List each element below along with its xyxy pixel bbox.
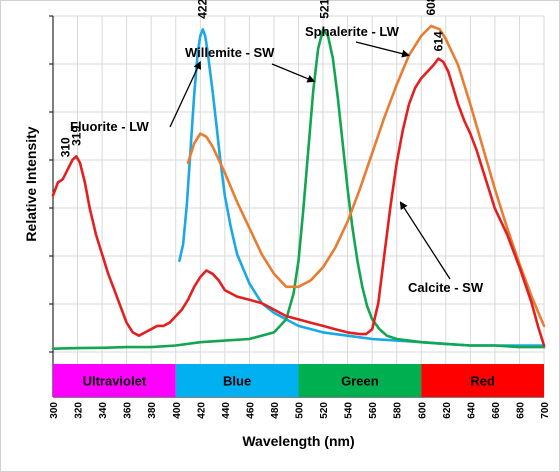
series-line-calcite — [51, 57, 546, 347]
x-tick-label: 460 — [245, 402, 256, 419]
x-tick-label: 580 — [393, 402, 404, 419]
series-line-sphalerite — [186, 24, 546, 328]
annotation-arrows — [169, 41, 451, 280]
arrow-willemite — [271, 63, 316, 83]
arrow-fluorite — [169, 60, 201, 128]
peak-label-608: 608 — [424, 0, 438, 15]
peak-label-614: 614 — [431, 31, 445, 51]
x-tick-label: 640 — [466, 402, 477, 419]
x-tick-label: 600 — [417, 402, 428, 419]
series-line-willemite — [51, 28, 546, 350]
annotation-sphalerite: Sphalerite - LW — [305, 24, 400, 39]
x-tick-labels: 300 320 340 360 380 400 420 440 460 480 500 520 540 5… — [49, 402, 551, 419]
x-tick-label: 340 — [98, 402, 109, 419]
x-axis-title: Wavelength (nm) — [242, 433, 354, 449]
x-tick-label: 560 — [368, 402, 379, 419]
band-red — [421, 364, 544, 397]
x-tick-label: 420 — [196, 402, 207, 419]
x-tick-label: 540 — [344, 402, 355, 419]
band-blue — [175, 364, 299, 397]
arrow-sphalerite — [355, 41, 410, 58]
annotation-fluorite: Fluorite - LW — [70, 119, 149, 134]
x-tick-label: 680 — [515, 402, 526, 419]
band-label-green: Green — [341, 374, 379, 389]
x-tick-label: 620 — [442, 402, 453, 419]
x-tick-label: 520 — [319, 402, 330, 419]
band-green — [298, 364, 422, 397]
annotation-labels: Fluorite - LW Willemite - SW Sphalerite - … — [70, 24, 484, 295]
x-tick-label: 320 — [74, 402, 85, 419]
band-label-ultraviolet: Ultraviolet — [83, 374, 147, 389]
color-bands: Ultraviolet Blue Green Red — [53, 364, 544, 397]
peak-label-310: 310 — [58, 137, 72, 157]
peak-label-319: 319 — [69, 126, 83, 146]
x-tick-label: 440 — [221, 402, 232, 419]
x-tick-label: 380 — [147, 402, 158, 419]
annotation-calcite: Calcite - SW — [408, 280, 484, 295]
band-label-red: Red — [470, 374, 495, 389]
peak-label-521: 521 — [317, 0, 331, 19]
x-tick-label: 480 — [270, 402, 281, 419]
annotation-willemite: Willemite - SW — [185, 45, 275, 60]
band-ultraviolet — [53, 364, 176, 397]
series-layer — [51, 24, 546, 350]
band-label-blue: Blue — [223, 374, 251, 389]
x-tick-label: 500 — [295, 402, 306, 419]
x-tick-label: 400 — [172, 402, 183, 419]
x-tick-label: 700 — [540, 402, 551, 419]
y-axis-title: Relative Intensity — [23, 126, 39, 241]
arrow-calcite — [399, 201, 451, 280]
x-tick-label: 300 — [49, 402, 60, 419]
x-tick-label: 360 — [123, 402, 134, 419]
peak-label-422: 422 — [196, 0, 210, 19]
x-tick-label: 660 — [491, 402, 502, 419]
